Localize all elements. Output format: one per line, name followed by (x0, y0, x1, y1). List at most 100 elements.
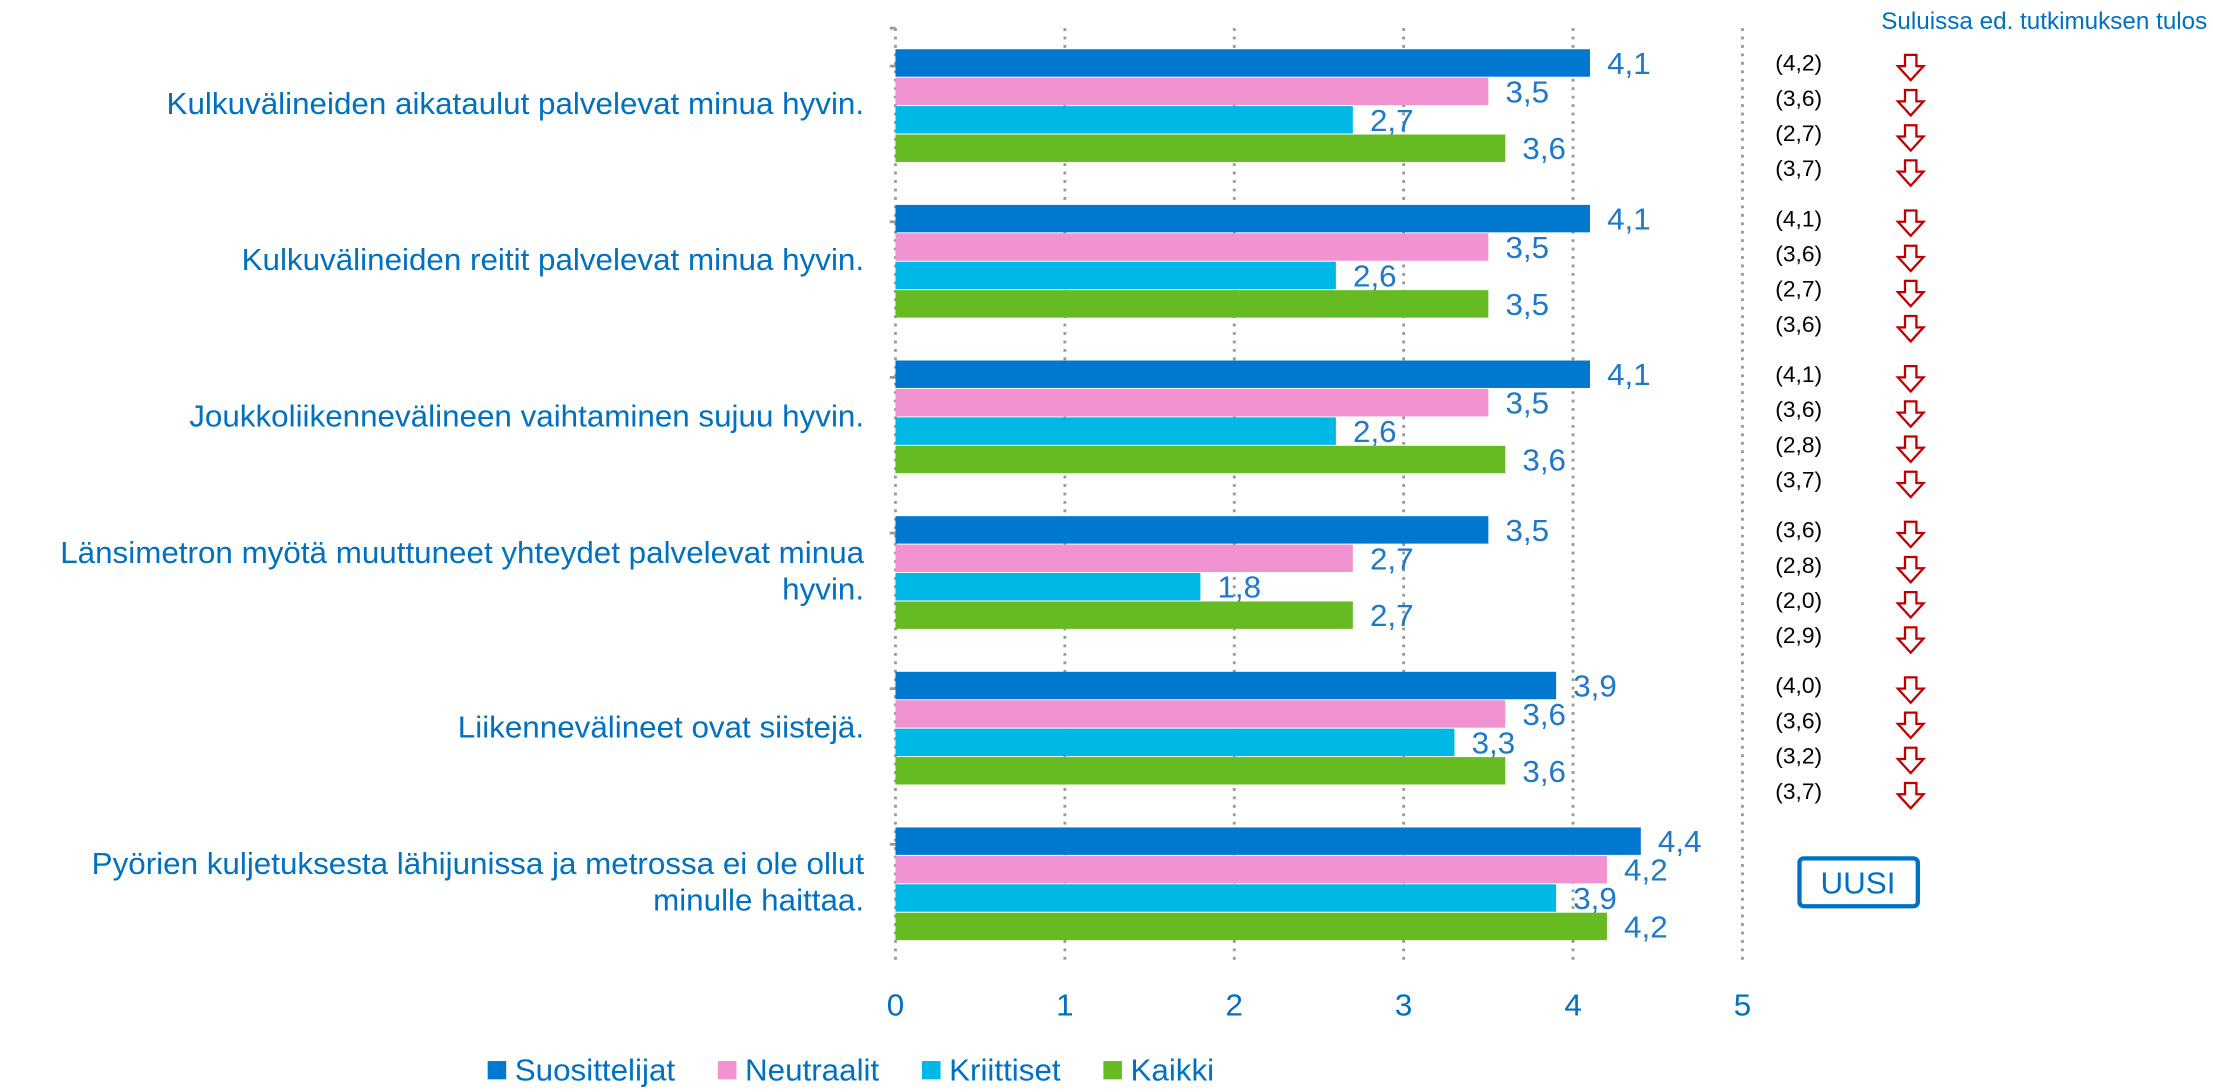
bar (895, 388, 1489, 417)
previous-value: (3,6) (1775, 85, 1822, 111)
previous-value: (3,2) (1775, 743, 1822, 769)
down-arrow (1895, 470, 1927, 499)
value-label: 1,8 (1217, 570, 1261, 605)
down-arrow (1895, 676, 1927, 705)
value-label: 4,1 (1607, 46, 1651, 81)
new-badge (1797, 856, 1920, 909)
down-arrow (1895, 124, 1927, 153)
x-tick-label: 3 (1395, 988, 1412, 1023)
previous-title: Suluissa ed. tutkimuksen tulos (1881, 8, 2207, 35)
value-label: 3,6 (1522, 131, 1566, 166)
x-tick-label: 4 (1564, 988, 1581, 1023)
bar (895, 855, 1607, 884)
bar (895, 827, 1641, 855)
value-label: 2,7 (1370, 541, 1414, 576)
bar (895, 77, 1489, 106)
down-arrow (1895, 244, 1927, 273)
legend-swatch (717, 1061, 737, 1080)
category-label: Pyörien kuljetuksesta lähijunissa ja met… (91, 846, 865, 919)
previous-value: (4,0) (1775, 672, 1822, 698)
category-label: Liikennevälineet ovat siistejä. (457, 708, 865, 745)
previous-value: (3,6) (1775, 396, 1822, 422)
bar (895, 445, 1506, 474)
previous-value: (3,6) (1775, 517, 1822, 543)
x-tick-label: 1 (1056, 988, 1073, 1023)
down-arrow (1895, 365, 1927, 394)
previous-value: (2,9) (1775, 622, 1822, 648)
category-label: Kulkuvälineiden aikataulut palvelevat mi… (166, 86, 865, 122)
bar (895, 134, 1506, 162)
previous-value: (3,6) (1775, 241, 1822, 267)
down-arrow (1895, 209, 1927, 238)
down-arrow (1895, 626, 1927, 655)
value-label: 4,2 (1624, 853, 1668, 888)
bar (895, 233, 1489, 261)
bar (895, 261, 1336, 290)
down-arrow (1895, 435, 1927, 464)
value-label: 4,4 (1658, 824, 1702, 859)
previous-value: (2,7) (1775, 120, 1822, 146)
value-label: 3,5 (1505, 230, 1549, 265)
bar (895, 516, 1489, 544)
value-label: 3,9 (1573, 881, 1617, 916)
legend-swatch (487, 1061, 507, 1080)
bar (895, 49, 1590, 77)
bar (895, 360, 1590, 388)
legend-swatch (921, 1061, 941, 1080)
down-arrow (1895, 400, 1927, 429)
previous-value: (2,0) (1775, 587, 1822, 613)
down-arrow (1895, 53, 1927, 82)
bar (895, 417, 1336, 445)
down-arrow (1895, 279, 1927, 308)
down-arrow (1895, 520, 1927, 549)
value-label: 3,6 (1522, 443, 1566, 478)
category-label: Länsimetron myötä muuttuneet yhteydet pa… (60, 534, 865, 607)
value-label: 3,6 (1522, 697, 1566, 732)
down-arrow (1895, 711, 1927, 740)
previous-value: (3,7) (1775, 467, 1822, 493)
value-label: 3,6 (1522, 754, 1566, 789)
value-label: 4,1 (1607, 202, 1651, 237)
bar (895, 204, 1590, 233)
down-arrow (1895, 159, 1927, 188)
category-label: Kulkuvälineiden reitit palvelevat minua … (241, 242, 865, 278)
bar (895, 290, 1489, 318)
bar (895, 700, 1506, 728)
bar (895, 106, 1353, 134)
x-tick-label: 5 (1734, 988, 1751, 1023)
value-label: 3,9 (1573, 669, 1617, 704)
x-tick-label: 0 (887, 988, 904, 1023)
x-tick-label: 2 (1226, 988, 1243, 1023)
value-label: 4,1 (1607, 357, 1651, 392)
legend-swatch (1103, 1061, 1122, 1080)
bar (895, 912, 1607, 941)
down-arrow (1895, 555, 1927, 584)
value-label: 3,5 (1505, 513, 1549, 548)
value-label: 3,5 (1505, 386, 1549, 421)
value-label: 4,2 (1624, 910, 1668, 945)
bar (895, 601, 1353, 629)
value-label: 3,5 (1505, 75, 1549, 110)
down-arrow (1895, 88, 1927, 118)
previous-value: (2,8) (1775, 552, 1822, 578)
previous-value: (3,6) (1775, 708, 1822, 734)
previous-value: (2,8) (1775, 431, 1822, 457)
bar (895, 728, 1455, 757)
previous-value: (3,6) (1775, 311, 1822, 337)
legend-label: Kriittiset (949, 1053, 1061, 1088)
legend-label: Suosittelijat (515, 1053, 676, 1088)
down-arrow (1895, 314, 1927, 344)
previous-value: (4,1) (1775, 361, 1822, 387)
bar (895, 544, 1353, 573)
new-label: UUSI (1820, 865, 1895, 900)
legend-label: Neutraalit (745, 1053, 880, 1088)
legend-label: Kaikki (1130, 1053, 1214, 1088)
value-label: 2,7 (1370, 598, 1414, 633)
previous-value: (3,7) (1775, 155, 1822, 181)
bar (895, 884, 1557, 912)
value-label: 3,3 (1472, 726, 1516, 761)
value-label: 2,6 (1353, 414, 1397, 449)
